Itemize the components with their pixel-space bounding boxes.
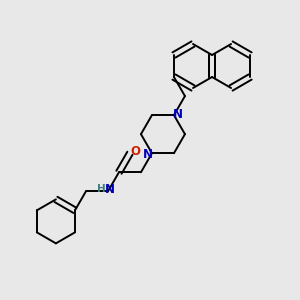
Text: O: O: [130, 145, 140, 158]
Text: N: N: [143, 148, 153, 161]
Text: N: N: [173, 108, 183, 121]
Text: N: N: [105, 183, 115, 196]
Text: H: H: [97, 184, 105, 194]
